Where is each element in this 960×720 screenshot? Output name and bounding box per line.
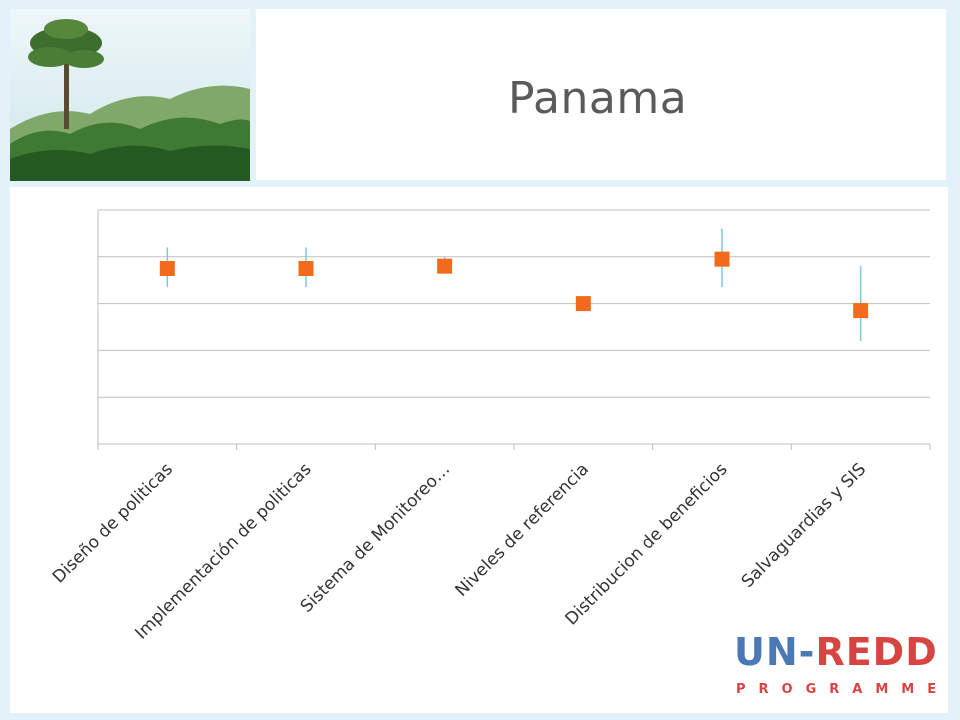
forest-image <box>10 9 250 181</box>
category-label: Distribucion de beneficios <box>562 459 732 629</box>
forest-photo <box>10 9 250 181</box>
data-point <box>298 261 314 276</box>
logo-wordmark: UN-REDD <box>734 630 938 674</box>
logo-un-text: UN- <box>734 630 816 674</box>
slide-title: Panama <box>508 73 688 124</box>
category-label: Niveles de referencia <box>452 459 593 600</box>
data-point <box>575 296 591 312</box>
data-point <box>853 303 869 319</box>
data-point <box>159 261 175 276</box>
data-point <box>437 258 453 274</box>
logo-programme-text: PROGRAMME <box>736 682 950 697</box>
logo-redd-text: REDD <box>815 630 938 674</box>
title-panel: Panama <box>256 9 946 180</box>
chart-panel: Diseño de politicas Implementación de pol… <box>10 187 948 713</box>
category-label: Salvaguardias y SIS <box>738 459 870 591</box>
category-label: Sistema de Monitoreo… <box>297 459 454 616</box>
data-point <box>714 251 730 267</box>
un-redd-logo: UN-REDD PROGRAMME <box>734 630 937 700</box>
category-label: Diseño de politicas <box>49 459 177 587</box>
